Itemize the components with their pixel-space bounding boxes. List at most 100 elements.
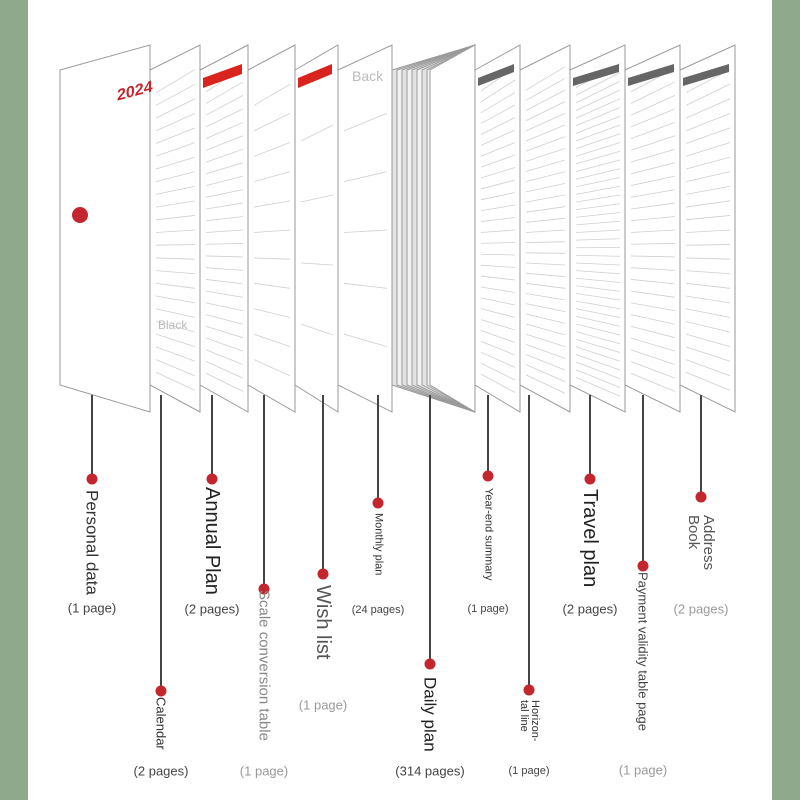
address-book-rule	[685, 142, 731, 157]
page-count-travel-plan: (2 pages)	[562, 601, 618, 617]
marker-dot	[155, 685, 167, 697]
year-end-summary-rule	[480, 154, 516, 168]
marker-dot	[86, 473, 98, 485]
marker-dot	[637, 560, 649, 572]
calendar-rule	[155, 282, 196, 289]
horizontal-line-rule	[525, 343, 566, 359]
marker-dot	[584, 473, 596, 485]
calendar-rule	[155, 156, 196, 170]
address-book-rule	[685, 257, 731, 260]
travel-plan-rule	[575, 212, 621, 218]
horizontal-line-rule	[525, 262, 566, 266]
travel-plan-rule	[575, 308, 621, 318]
address-book-rule	[685, 83, 731, 106]
section-label-year-end-summary: Year-end summary	[482, 488, 495, 581]
travel-plan-rule	[575, 89, 621, 111]
year-end-summary-rule	[480, 217, 516, 223]
marker-dot	[482, 470, 494, 482]
address-book-rule	[685, 270, 731, 275]
section-label-monthly-plan: Monthly plan	[372, 513, 385, 576]
address-book-rule	[685, 112, 731, 132]
scale-conversion-rule	[253, 282, 291, 289]
wish-list-rule	[300, 323, 334, 336]
section-label-annual-plan: Annual Plan	[201, 487, 223, 595]
marker-dot	[372, 497, 384, 509]
payment-validity-rule	[630, 202, 676, 210]
address-book-rule	[685, 308, 731, 318]
year-end-summary-rule	[480, 192, 516, 201]
travel-plan-rule	[575, 107, 621, 127]
year-end-summary-rule	[480, 104, 516, 124]
personal-data-page	[59, 44, 151, 413]
address-book-rule	[685, 359, 731, 377]
address-book-rule	[685, 185, 731, 195]
year-end-summary-rule	[480, 308, 516, 318]
year-end-summary-rule	[480, 142, 516, 157]
address-book-rule	[685, 346, 731, 362]
horizontal-line-rule	[525, 66, 566, 91]
travel-plan-rule	[575, 254, 621, 257]
travel-plan-rule	[575, 293, 621, 301]
frame-right	[772, 0, 800, 800]
horizontal-line-rule	[525, 374, 566, 394]
calendar-rule	[155, 83, 196, 106]
annual-plan-rule	[205, 255, 244, 258]
address-book-rule	[685, 371, 731, 391]
page-count-horizontal-line: (1 page)	[508, 765, 550, 777]
page-count-calendar: (2 pages)	[133, 763, 189, 779]
year-end-summary-header-bar	[478, 64, 514, 86]
section-label-daily-plan: Daily plan	[420, 677, 440, 752]
year-end-summary-rule	[480, 229, 516, 233]
page-count-scale-conversion: (1 page)	[239, 763, 289, 779]
horizontal-line-rule	[525, 147, 566, 162]
horizontal-line-rule	[525, 206, 566, 213]
payment-validity-rule	[630, 267, 676, 271]
travel-plan-rule	[575, 115, 621, 134]
payment-validity-rule	[630, 255, 676, 258]
travel-plan-rule	[575, 98, 621, 119]
annual-plan-header-bar	[203, 64, 242, 88]
travel-plan-rule	[575, 124, 621, 142]
horizontal-line-rule	[525, 182, 566, 193]
payment-validity-header-bar	[628, 64, 674, 86]
travel-plan-rule	[575, 270, 621, 275]
horizontal-line-rule	[525, 252, 566, 254]
payment-validity-rule	[630, 189, 676, 198]
payment-validity-rule	[630, 314, 676, 325]
annual-plan-rule	[205, 108, 244, 128]
year-end-summary-rule	[480, 92, 516, 114]
horizontal-line-rule	[525, 77, 566, 101]
leader-line	[91, 395, 93, 479]
wish-list-page	[294, 44, 339, 413]
calendar-rule	[155, 112, 196, 132]
horizontal-line-rule	[525, 364, 566, 383]
annual-plan-rule	[205, 121, 244, 140]
year-end-summary-rule	[480, 373, 516, 393]
payment-validity-rule	[630, 279, 676, 285]
wish-list-rule	[300, 194, 334, 203]
horizontal-line-rule	[525, 272, 566, 278]
annual-plan-rule	[205, 229, 244, 233]
scale-conversion-rule	[253, 359, 291, 377]
scale-conversion-page	[247, 44, 296, 413]
wish-list-header-bar	[298, 64, 332, 88]
horizontal-line-rule	[525, 313, 566, 324]
section-label-calendar: Calendar	[153, 697, 169, 750]
horizontal-line-rule	[525, 124, 566, 142]
leader-line	[160, 395, 162, 691]
watermark-back: Back	[352, 68, 384, 84]
marker-dot	[206, 473, 218, 485]
horizontal-line-rule	[525, 136, 566, 152]
watermark-black: Black	[158, 318, 188, 332]
payment-validity-rule	[630, 349, 676, 365]
horizontal-line-rule	[525, 89, 566, 111]
address-book-rule	[685, 156, 731, 170]
annual-plan-rule	[205, 202, 244, 210]
annual-plan-rule	[205, 325, 244, 339]
calendar-rule	[155, 308, 196, 318]
travel-plan-rule	[575, 177, 621, 188]
section-label-address-book: Address Book	[685, 515, 717, 571]
year-end-summary-rule	[480, 297, 516, 306]
year-end-summary-rule	[480, 79, 516, 103]
calendar-rule	[155, 346, 196, 362]
